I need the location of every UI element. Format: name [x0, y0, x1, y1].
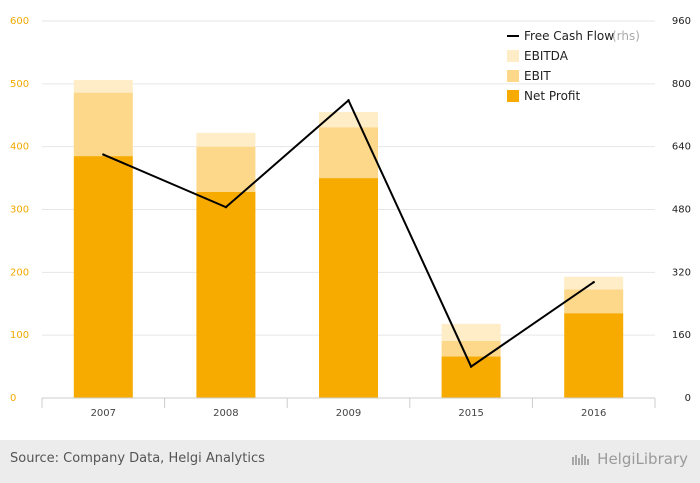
line-series: [102, 98, 595, 369]
axes: 2007 2008 2009 2015 2016 0 100 200 300 400 500 600 0…: [10, 16, 691, 419]
bar-ebit-2015: [441, 340, 501, 357]
library-logo-icon: [572, 454, 590, 465]
bar-ebitda-2008: [196, 132, 256, 147]
bar-ebitda-2007: [73, 80, 133, 93]
point-free-cash-flow-2008: [224, 205, 228, 209]
legend-label-ebit: EBIT: [524, 69, 551, 83]
y-right-tick-960: 960: [672, 16, 691, 27]
y-left-tick-300: 300: [10, 205, 29, 216]
bar-net-profit-2007: [73, 156, 133, 398]
y-left-tick-500: 500: [10, 79, 29, 90]
legend-label-free-cash-flow: Free Cash Flow: [524, 29, 614, 43]
x-tick-label-2007: 2007: [91, 408, 116, 419]
y-right-tick-800: 800: [672, 79, 691, 90]
bar-net-profit-2008: [196, 191, 256, 398]
x-tick-label-2009: 2009: [336, 408, 361, 419]
legend-label-rhs: (rhs): [612, 29, 640, 43]
y-left-tick-200: 200: [10, 267, 29, 278]
footer: Source: Company Data, Helgi Analytics He…: [0, 440, 700, 483]
bar-ebit-2008: [196, 146, 256, 192]
bar-ebitda-2009: [319, 112, 378, 128]
legend: Free Cash Flow(rhs) EBITDA EBIT Net Profit: [507, 29, 640, 103]
y-left-tick-0: 0: [10, 393, 16, 404]
legend-swatch-net-profit: [507, 90, 519, 102]
legend-label-ebitda: EBITDA: [524, 49, 569, 63]
y-right-tick-640: 640: [672, 142, 691, 153]
point-free-cash-flow-2009: [347, 99, 350, 102]
brand-logo[interactable]: HelgiLibrary: [571, 450, 688, 468]
bar-ebitda-2015: [441, 323, 501, 341]
x-tick-label-2016: 2016: [581, 408, 606, 419]
legend-swatch-ebitda: [507, 50, 519, 62]
chart: 2007 2008 2009 2015 2016 0 100 200 300 400 500 600 0…: [10, 16, 691, 419]
bar-ebit-2007: [73, 92, 133, 157]
x-tick-label-2008: 2008: [213, 408, 238, 419]
y-left-tick-100: 100: [10, 330, 29, 341]
legend-label-net-profit: Net Profit: [524, 89, 580, 103]
y-left-tick-600: 600: [10, 16, 29, 27]
y-right-tick-480: 480: [672, 205, 691, 216]
bar-ebit-2009: [319, 127, 378, 179]
bar-net-profit-2009: [319, 178, 378, 398]
point-free-cash-flow-2016: [592, 280, 595, 284]
source-note: Source: Company Data, Helgi Analytics: [10, 451, 265, 466]
bar-ebit-2016: [564, 289, 624, 314]
point-free-cash-flow-2007: [102, 153, 105, 156]
bar-series: [73, 80, 624, 398]
y-left-tick-400: 400: [10, 142, 29, 153]
y-right-tick-0: 0: [685, 393, 691, 404]
bar-net-profit-2016: [564, 313, 624, 398]
bar-net-profit-2015: [441, 356, 501, 398]
legend-swatch-ebit: [507, 70, 519, 82]
point-free-cash-flow-2015: [469, 365, 473, 368]
brand-name: HelgiLibrary: [597, 450, 688, 468]
x-tick-label-2015: 2015: [458, 408, 483, 419]
y-right-tick-160: 160: [672, 330, 691, 341]
y-right-tick-320: 320: [672, 267, 691, 278]
